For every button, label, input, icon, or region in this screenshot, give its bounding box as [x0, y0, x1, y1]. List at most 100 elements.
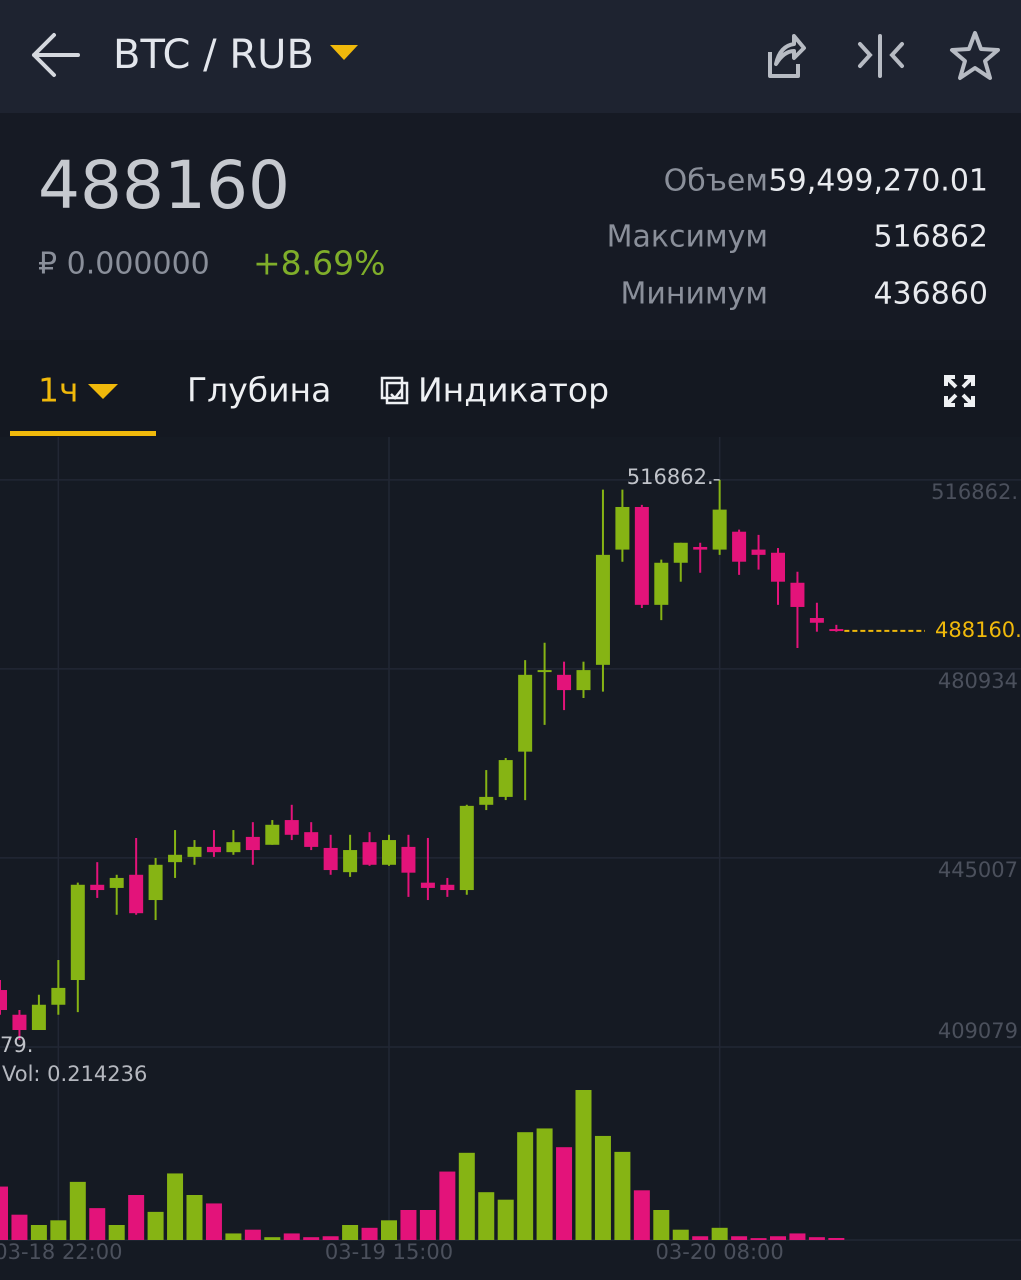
candle-body: [693, 546, 708, 550]
stat-value: 436860: [873, 277, 988, 312]
candle-body: [401, 846, 416, 873]
change-percent: +8.69%: [253, 244, 385, 283]
stat-value: 59,499,270.01: [769, 164, 988, 199]
candle-body: [31, 1004, 46, 1031]
candle-body: [420, 882, 435, 888]
y-tick-label: 516862.: [931, 480, 1018, 504]
candle-body: [732, 531, 747, 562]
volume-bar: [0, 1186, 8, 1240]
pair-name[interactable]: BTC / RUB: [113, 32, 314, 78]
volume-bar: [653, 1210, 670, 1240]
candle-body: [12, 1014, 27, 1031]
candle-body: [265, 824, 280, 845]
stat-label: Максимум: [607, 220, 768, 255]
volume-bar: [186, 1195, 203, 1240]
candle-body: [323, 847, 338, 871]
volume-bar: [458, 1152, 475, 1240]
volume-bar: [205, 1203, 222, 1240]
volume-bar: [50, 1220, 67, 1240]
volume-bar: [108, 1225, 125, 1240]
candle-body: [771, 552, 785, 582]
volume-bar: [556, 1147, 573, 1240]
compare-button[interactable]: [858, 34, 904, 78]
volume-bar: [828, 1237, 845, 1240]
back-button[interactable]: [32, 33, 80, 77]
candle-body: [557, 674, 572, 691]
volume-bar: [711, 1227, 728, 1240]
stat-label: Объем: [664, 164, 768, 199]
fiat-price: ₽ 0.000000: [38, 247, 210, 282]
fullscreen-button[interactable]: [944, 375, 975, 407]
volume-bar: [750, 1238, 767, 1240]
candle-body: [343, 850, 358, 873]
volume-bar: [594, 1135, 611, 1240]
share-button[interactable]: [768, 34, 806, 78]
ticker-panel: [0, 113, 1021, 340]
volume-bar: [497, 1199, 514, 1240]
volume-bar: [225, 1233, 242, 1240]
candle-body: [51, 987, 66, 1005]
volume-bar: [167, 1173, 184, 1240]
interval-dropdown[interactable]: [88, 384, 118, 399]
candle-body: [70, 884, 85, 981]
x-tick-label: 03-19 15:00: [325, 1240, 453, 1264]
candle-body: [809, 618, 824, 623]
candle-body: [187, 846, 202, 857]
indicator-tab[interactable]: Индикатор: [418, 371, 609, 410]
volume-bar: [381, 1220, 397, 1240]
candle-body: [226, 842, 241, 853]
volume-bar: [770, 1236, 786, 1240]
candle-body: [129, 874, 144, 914]
candle-body: [459, 805, 474, 891]
volume-bar: [322, 1236, 339, 1240]
volume-bar: [808, 1237, 825, 1240]
candle-body: [712, 509, 727, 550]
favorite-button[interactable]: [950, 31, 1000, 80]
candle-body: [790, 582, 805, 607]
volume-bar: [419, 1210, 436, 1240]
y-tick-label: 409079: [938, 1019, 1018, 1043]
pair-dropdown[interactable]: [330, 45, 358, 60]
volume-bar: [361, 1227, 378, 1240]
volume-bar: [692, 1236, 709, 1240]
volume-bar: [789, 1233, 806, 1240]
stat-label: Минимум: [620, 277, 768, 312]
indicator-icon[interactable]: [380, 376, 409, 405]
candle-body: [634, 506, 649, 605]
last-price-label: 488160.: [935, 618, 1021, 642]
volume-bar: [672, 1229, 689, 1240]
candle-body: [518, 674, 533, 752]
volume-bar: [283, 1233, 300, 1240]
candle-body: [148, 864, 163, 901]
interval-tab[interactable]: 1ч: [38, 371, 79, 410]
candle-body: [537, 670, 552, 673]
volume-bar: [69, 1181, 86, 1240]
candle-body: [109, 877, 124, 888]
x-tick-label: 03-20 08:00: [656, 1240, 784, 1264]
candle-body: [206, 846, 221, 853]
y-tick-label: 480934: [938, 669, 1018, 693]
depth-tab[interactable]: Глубина: [187, 371, 331, 410]
stat-value: 516862: [873, 220, 988, 255]
candle-body: [284, 820, 299, 835]
volume-bar: [244, 1229, 261, 1240]
candle-body: [479, 796, 494, 805]
volume-bar: [575, 1090, 592, 1240]
y-tick-label: 445007: [938, 858, 1018, 882]
active-tab-indicator: [10, 431, 156, 436]
x-tick-label: 03-18 22:00: [0, 1240, 122, 1264]
volume-bar: [264, 1237, 281, 1240]
volume-bar: [11, 1214, 28, 1240]
volume-bar: [633, 1190, 650, 1240]
volume-bar: [128, 1195, 145, 1240]
volume-bar: [478, 1192, 495, 1240]
volume-bar: [89, 1208, 106, 1240]
candle-body: [362, 842, 377, 865]
volume-bar: [731, 1236, 748, 1240]
volume-bar: [30, 1225, 47, 1240]
top-bar: [0, 0, 1021, 113]
candlestick-chart: 516862. 480934 445007 409079 03-18 22:00 03-1…: [0, 437, 1021, 1264]
max-label: 516862.: [627, 465, 714, 489]
candle-body: [498, 760, 513, 797]
